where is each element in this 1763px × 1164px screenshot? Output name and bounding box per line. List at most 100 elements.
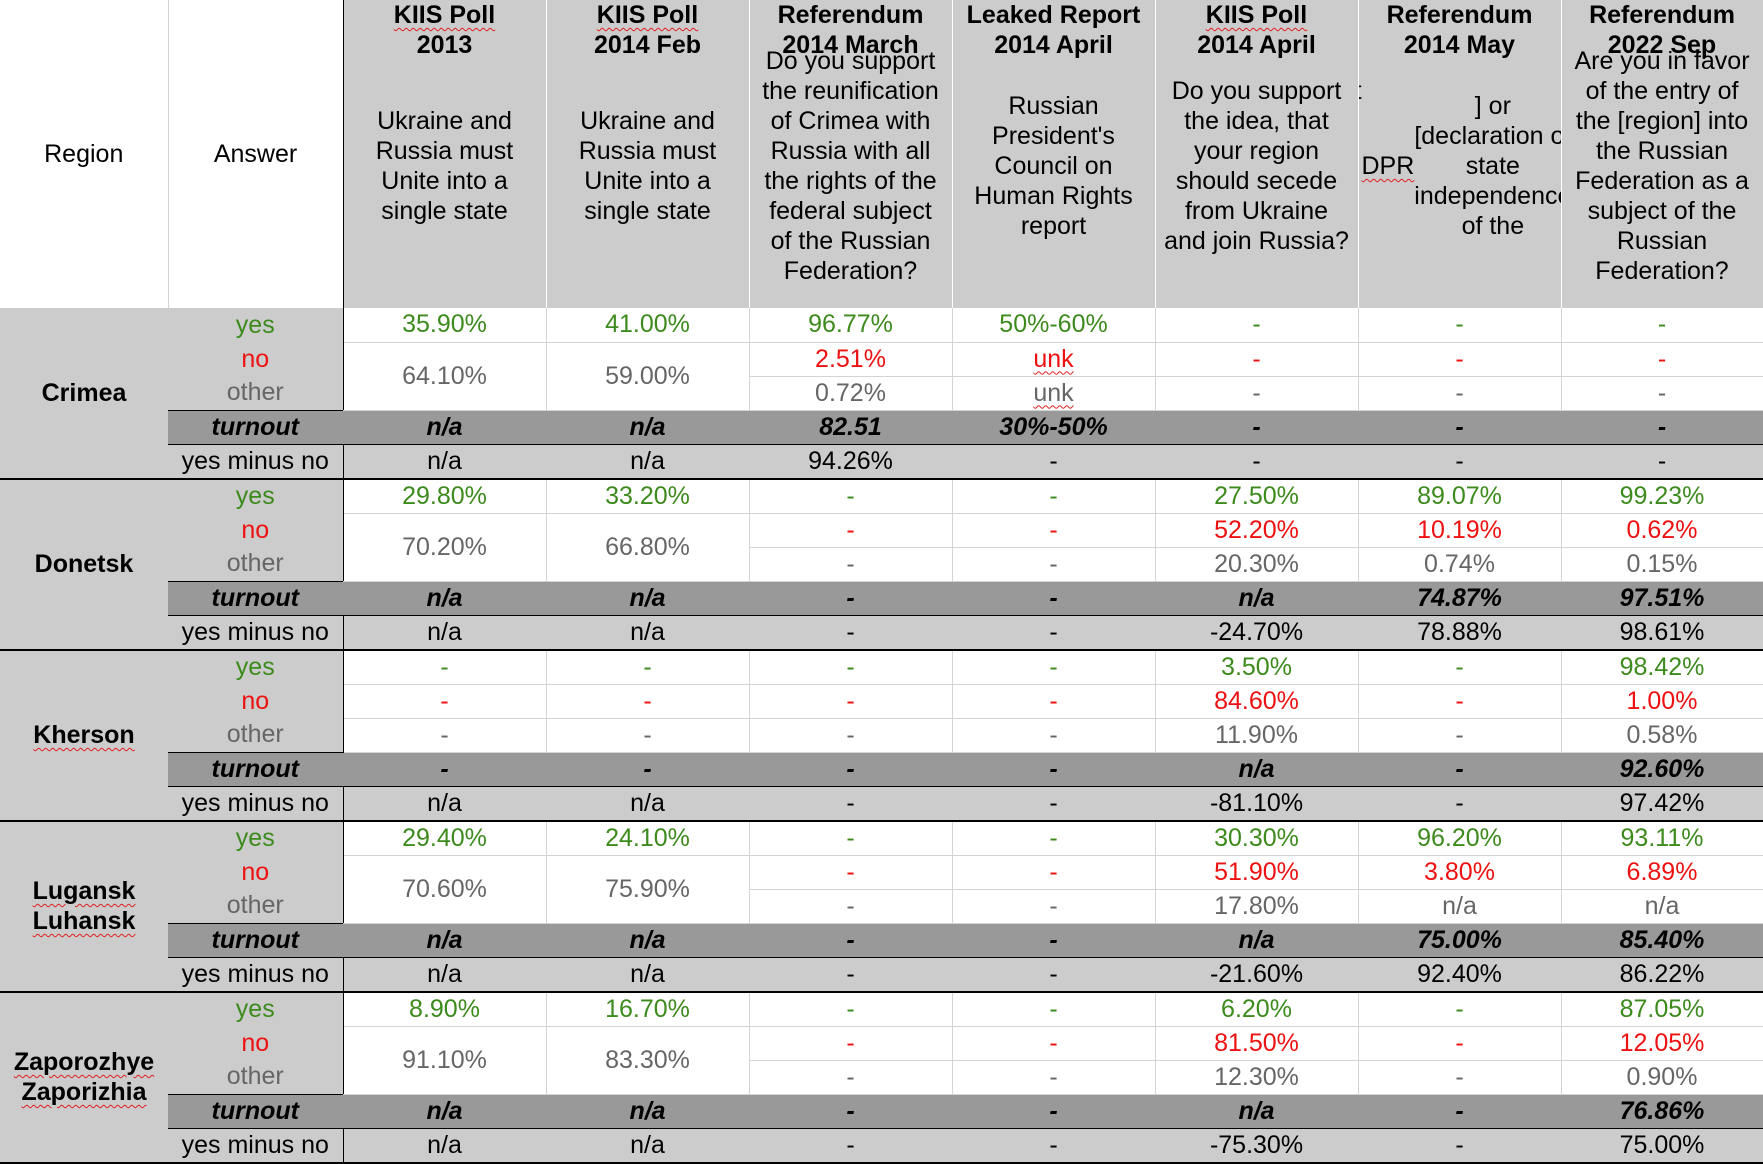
yes-minus-no-cell: n/a [343, 786, 547, 822]
turnout-cell: n/a [546, 922, 750, 958]
cell-value: 0.90% [1626, 1062, 1698, 1091]
cell-value: - [846, 994, 855, 1023]
yes-minus-no-cell: -81.10% [1155, 786, 1359, 822]
cell-value: - [1657, 446, 1667, 475]
answer-label-other: other [168, 376, 344, 410]
yes-minus-no-cell: - [952, 615, 1156, 651]
no-cell: 1.00% [1561, 684, 1763, 719]
region-name-line: Zaporizhia [21, 1078, 147, 1106]
no-cell: 2.51% [749, 342, 953, 377]
cell-value: 87.05% [1619, 994, 1705, 1023]
cell-value: - [846, 959, 855, 988]
turnout-cell: n/a [1155, 1093, 1359, 1129]
cell-value: - [1049, 652, 1058, 681]
cell-value: 2.51% [815, 344, 886, 373]
yes-minus-no-cell: 94.26% [749, 444, 953, 480]
cell-value: 0.74% [1424, 549, 1495, 578]
cell-value: n/a [427, 959, 462, 988]
turnout-cell: - [952, 1093, 1156, 1129]
cell-value: 51.90% [1214, 857, 1299, 886]
yes-cell: 98.42% [1561, 649, 1763, 685]
col-title-2: 2014 March [782, 31, 919, 59]
col-title-1: Referendum [1386, 1, 1533, 29]
no-cell: - [952, 513, 1156, 548]
yes-minus-no-cell: n/a [546, 1128, 750, 1164]
other-cell: 0.74% [1358, 547, 1562, 582]
answer-label-turnout: turnout [168, 1093, 344, 1129]
row-turnout: turnout n/a n/a - - n/a - 76.86% [0, 1093, 1763, 1129]
cell-value: 41.00% [605, 310, 690, 339]
cell-value: - [1049, 994, 1058, 1023]
turnout-cell: 92.60% [1561, 751, 1763, 787]
col-title-1: Referendum [1589, 1, 1735, 29]
cell-value: n/a [630, 617, 665, 646]
other-cell: - [952, 718, 1156, 753]
turnout-cell: 74.87% [1358, 580, 1562, 616]
no-cell: - [749, 855, 953, 890]
cell-value: - [846, 686, 855, 715]
yes-cell: 3.50% [1155, 649, 1359, 685]
yes-cell: 8.90% [343, 991, 547, 1027]
cell-value: - [846, 823, 855, 852]
no-cell: - [546, 684, 750, 719]
answer-label-yes: yes [168, 649, 344, 684]
cell-value: - [1657, 378, 1667, 407]
cell-value: 84.60% [1214, 686, 1299, 715]
cell-value: 29.40% [402, 823, 487, 852]
region-name-line: Zaporozhye [13, 1048, 155, 1076]
cell-value: - [1049, 720, 1058, 749]
cell-value: - [1455, 1062, 1464, 1091]
cell-value: - [643, 686, 652, 715]
cell-value: 10.19% [1417, 515, 1502, 544]
cell-value: n/a [629, 583, 666, 612]
cell-value: - [846, 1062, 855, 1091]
no-cell: - [1561, 342, 1763, 377]
yes-cell: 24.10% [546, 820, 750, 856]
col-title-1: Leaked Report [966, 1, 1141, 29]
yes-minus-no-cell: - [749, 786, 953, 822]
no-cell: 0.62% [1561, 513, 1763, 548]
cell-value: 30%-50% [999, 412, 1108, 441]
cell-value: - [1455, 344, 1464, 373]
yes-cell: 89.07% [1358, 478, 1562, 514]
answer-label-yes: yes [168, 820, 344, 855]
cell-value: 85.40% [1619, 925, 1705, 954]
cell-value: 3.50% [1221, 652, 1292, 681]
turnout-cell: n/a [546, 409, 750, 445]
cell-value: - [1455, 686, 1464, 715]
region-name-line: Luhansk [32, 907, 136, 935]
cell-value: 50%-60% [999, 310, 1108, 339]
cell-value: n/a [1644, 891, 1680, 920]
turnout-cell: - [343, 751, 547, 787]
no-cell: 6.89% [1561, 855, 1763, 890]
cell-value: 86.22% [1619, 959, 1705, 988]
cell-value: 96.77% [808, 310, 893, 339]
cell-value: unk [1033, 344, 1074, 373]
other-cell: - [952, 889, 1156, 924]
yes-minus-no-cell: 92.40% [1358, 957, 1562, 993]
other-cell: n/a [1358, 889, 1562, 924]
cell-value: 82.51 [819, 412, 882, 441]
cell-value: - [1049, 788, 1058, 817]
cell-value: - [1049, 959, 1058, 988]
yes-cell: - [952, 820, 1156, 856]
row-yes: Donetsk yes 29.80% 33.20% - - 27.50% 89.07% 99.2… [0, 478, 1763, 651]
cell-value: - [846, 788, 855, 817]
yes-minus-no-cell: - [952, 786, 1156, 822]
no-cell: - [952, 684, 1156, 719]
yes-minus-no-cell: -21.60% [1155, 957, 1359, 993]
yes-cell: - [749, 478, 953, 514]
cell-value: - [1455, 310, 1464, 339]
yes-minus-no-cell: - [749, 615, 953, 651]
no-cell: - [1155, 342, 1359, 377]
cell-value: - [846, 549, 855, 578]
answer-label-yes: yes [168, 308, 344, 342]
yes-cell: - [749, 820, 953, 856]
cell-value: 96.20% [1417, 823, 1502, 852]
other-cell: - [952, 1060, 1156, 1095]
cell-value: - [846, 1130, 855, 1159]
cell-value: 24.10% [605, 823, 690, 852]
cell-value: 98.61% [1619, 617, 1705, 646]
row-no: no 91.10% 83.30% - - 81.50% - 12.05% [0, 1026, 1763, 1095]
col-title-2: 2014 Feb [593, 31, 701, 59]
